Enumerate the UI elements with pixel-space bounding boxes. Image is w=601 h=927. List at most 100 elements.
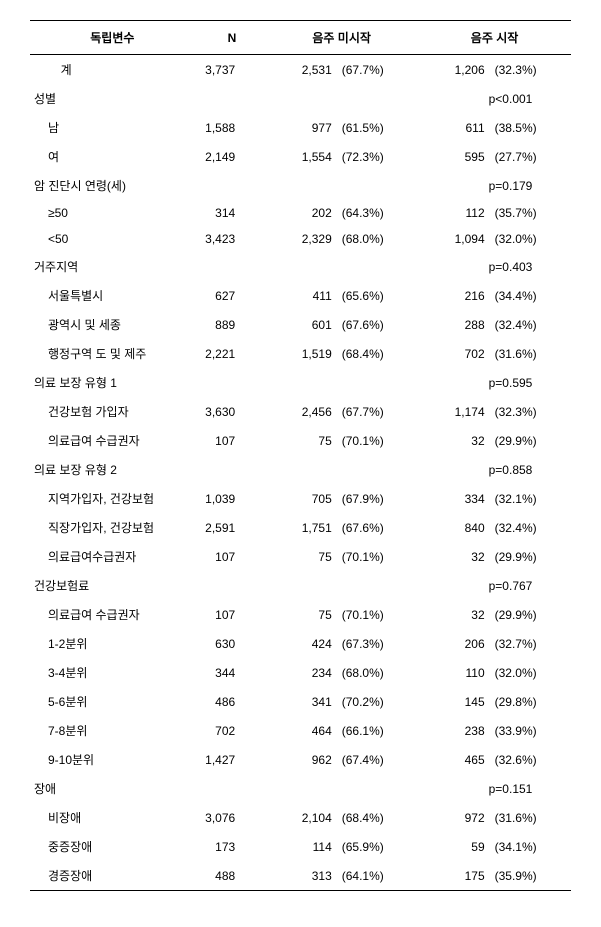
row-p2: (32.3%): [489, 397, 571, 426]
row-label: 의료급여 수급권자: [30, 600, 195, 629]
row-v2: 59: [418, 832, 489, 861]
row-v1: 962: [265, 745, 336, 774]
p-value: p<0.001: [489, 84, 571, 113]
data-row: 남1,588977(61.5%)611(38.5%): [30, 113, 571, 142]
row-v2: 465: [418, 745, 489, 774]
row-v2: 595: [418, 142, 489, 171]
row-n: 1,427: [195, 745, 266, 774]
row-v1: 1,751: [265, 513, 336, 542]
data-row: 비장애3,0762,104(68.4%)972(31.6%): [30, 803, 571, 832]
header-start: 음주 시작: [418, 21, 571, 55]
row-v1: 341: [265, 687, 336, 716]
row-v2: 334: [418, 484, 489, 513]
row-label: 7-8분위: [30, 716, 195, 745]
row-p1: (64.3%): [336, 200, 418, 226]
empty: [265, 571, 336, 600]
row-p2: (38.5%): [489, 113, 571, 142]
row-p1: (67.4%): [336, 745, 418, 774]
row-v1: 464: [265, 716, 336, 745]
row-p2: (32.4%): [489, 310, 571, 339]
empty: [265, 455, 336, 484]
row-n: 2,221: [195, 339, 266, 368]
row-n: 627: [195, 281, 266, 310]
row-p2: (32.4%): [489, 513, 571, 542]
empty: [195, 455, 266, 484]
row-p2: (32.0%): [489, 658, 571, 687]
table-body: 계3,7372,531(67.7%)1,206(32.3%)성별p<0.001남…: [30, 55, 571, 891]
group-label: 성별: [30, 84, 195, 113]
row-v1: 424: [265, 629, 336, 658]
empty: [195, 774, 266, 803]
data-row: 의료급여 수급권자10775(70.1%)32(29.9%): [30, 600, 571, 629]
p-value: p=0.858: [489, 455, 571, 484]
group-row: 장애p=0.151: [30, 774, 571, 803]
data-row: 5-6분위486341(70.2%)145(29.8%): [30, 687, 571, 716]
data-row: 중증장애173114(65.9%)59(34.1%): [30, 832, 571, 861]
data-row: 3-4분위344234(68.0%)110(32.0%): [30, 658, 571, 687]
row-v2: 238: [418, 716, 489, 745]
row-n: 2,591: [195, 513, 266, 542]
row-p2: (31.6%): [489, 339, 571, 368]
row-label: ≥50: [30, 200, 195, 226]
row-label: 5-6분위: [30, 687, 195, 716]
data-row: 경증장애488313(64.1%)175(35.9%): [30, 861, 571, 891]
data-row: 여2,1491,554(72.3%)595(27.7%): [30, 142, 571, 171]
row-v1: 202: [265, 200, 336, 226]
row-v2: 32: [418, 542, 489, 571]
row-n: 107: [195, 426, 266, 455]
row-v2: 1,174: [418, 397, 489, 426]
row-p2: (32.0%): [489, 226, 571, 252]
row-p2: (35.7%): [489, 200, 571, 226]
empty: [418, 171, 489, 200]
data-table: 독립변수 N 음주 미시작 음주 시작 계3,7372,531(67.7%)1,…: [30, 20, 571, 891]
row-p1: (65.6%): [336, 281, 418, 310]
total-n: 3,737: [195, 55, 266, 85]
row-p1: (70.1%): [336, 600, 418, 629]
row-p2: (29.9%): [489, 426, 571, 455]
p-value: p=0.767: [489, 571, 571, 600]
empty: [418, 84, 489, 113]
row-n: 344: [195, 658, 266, 687]
row-n: 1,039: [195, 484, 266, 513]
row-p1: (66.1%): [336, 716, 418, 745]
data-row: 광역시 및 세종889601(67.6%)288(32.4%): [30, 310, 571, 339]
row-v1: 75: [265, 600, 336, 629]
data-row: 9-10분위1,427962(67.4%)465(32.6%): [30, 745, 571, 774]
group-row: 건강보험료p=0.767: [30, 571, 571, 600]
row-n: 702: [195, 716, 266, 745]
row-p2: (27.7%): [489, 142, 571, 171]
row-v1: 2,104: [265, 803, 336, 832]
empty: [195, 571, 266, 600]
row-v2: 32: [418, 426, 489, 455]
row-v2: 206: [418, 629, 489, 658]
empty: [418, 368, 489, 397]
empty: [418, 455, 489, 484]
row-n: 107: [195, 600, 266, 629]
row-v1: 313: [265, 861, 336, 891]
empty: [336, 171, 418, 200]
row-p2: (34.4%): [489, 281, 571, 310]
row-p1: (68.0%): [336, 658, 418, 687]
row-p2: (29.9%): [489, 542, 571, 571]
p-value: p=0.151: [489, 774, 571, 803]
row-label: <50: [30, 226, 195, 252]
row-p1: (70.1%): [336, 426, 418, 455]
total-p2: (32.3%): [489, 55, 571, 85]
empty: [265, 171, 336, 200]
data-row: <503,4232,329(68.0%)1,094(32.0%): [30, 226, 571, 252]
group-label: 의료 보장 유형 2: [30, 455, 195, 484]
empty: [336, 455, 418, 484]
row-v2: 702: [418, 339, 489, 368]
row-p1: (67.6%): [336, 513, 418, 542]
row-p1: (67.9%): [336, 484, 418, 513]
total-p1: (67.7%): [336, 55, 418, 85]
empty: [336, 252, 418, 281]
group-row: 의료 보장 유형 1p=0.595: [30, 368, 571, 397]
data-row: ≥50314202(64.3%)112(35.7%): [30, 200, 571, 226]
row-label: 경증장애: [30, 861, 195, 891]
row-n: 630: [195, 629, 266, 658]
row-label: 비장애: [30, 803, 195, 832]
empty: [336, 368, 418, 397]
data-row: 지역가입자, 건강보험1,039705(67.9%)334(32.1%): [30, 484, 571, 513]
data-row: 직장가입자, 건강보험2,5911,751(67.6%)840(32.4%): [30, 513, 571, 542]
